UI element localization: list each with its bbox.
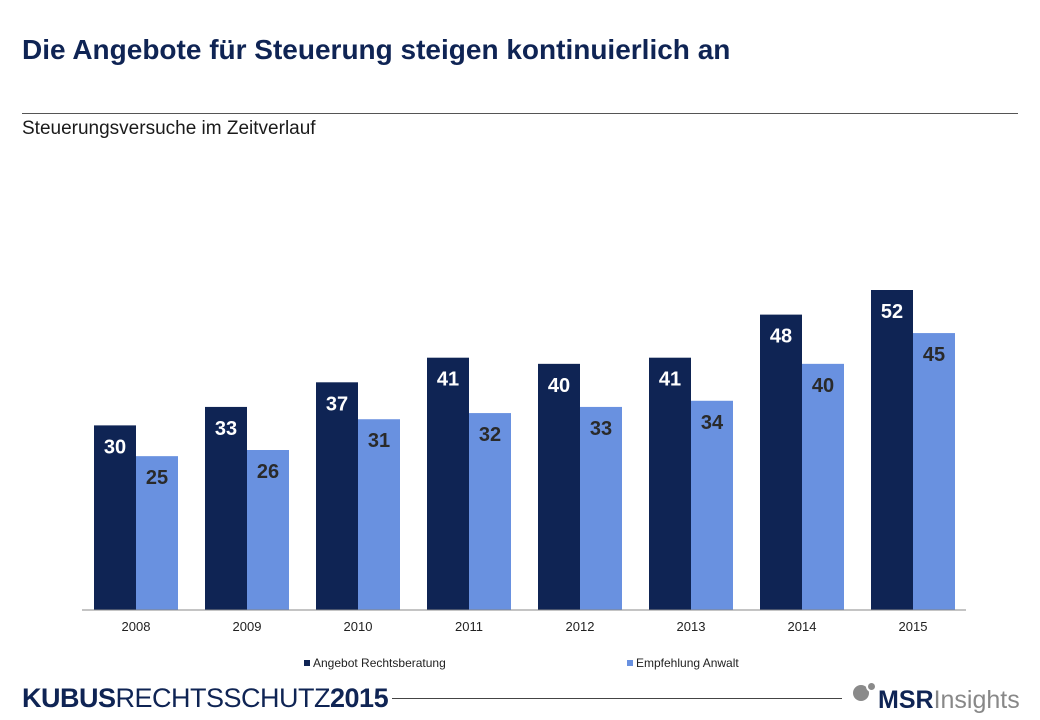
bar-angebot-2015 bbox=[871, 290, 913, 610]
bar-empfehlung-2008 bbox=[136, 456, 178, 610]
bar-empfehlung-2013 bbox=[691, 400, 733, 610]
data-label-empfehlung-2013: 34 bbox=[701, 412, 724, 434]
logo-light: Insights bbox=[933, 686, 1020, 714]
bars-group: 30 25 33 26 37 31 41 32 40 33 41 34 48 40 52 45 bbox=[94, 290, 955, 610]
data-label-empfehlung-2012: 33 bbox=[590, 418, 612, 440]
brand-bold: KUBUS bbox=[22, 683, 116, 713]
bar-angebot-2008 bbox=[94, 425, 136, 610]
msr-insights-logo: MSRInsights bbox=[878, 686, 1020, 715]
bar-angebot-2011 bbox=[427, 357, 469, 610]
logo-bold: MSR bbox=[878, 686, 934, 714]
x-tick-2012: 2012 bbox=[566, 619, 595, 634]
data-label-empfehlung-2010: 31 bbox=[368, 430, 390, 452]
data-label-empfehlung-2014: 40 bbox=[812, 375, 834, 397]
data-label-angebot-2008: 30 bbox=[104, 436, 126, 458]
data-label-empfehlung-2009: 26 bbox=[257, 461, 279, 483]
footer-divider bbox=[392, 698, 842, 699]
x-tick-2008: 2008 bbox=[122, 619, 151, 634]
bar-empfehlung-2012 bbox=[580, 406, 622, 610]
x-tick-2015: 2015 bbox=[899, 619, 928, 634]
data-label-empfehlung-2008: 25 bbox=[146, 467, 168, 489]
data-label-empfehlung-2011: 32 bbox=[479, 424, 501, 446]
x-tick-2013: 2013 bbox=[677, 619, 706, 634]
x-tick-2011: 2011 bbox=[455, 619, 483, 634]
data-label-angebot-2012: 40 bbox=[548, 375, 570, 397]
bar-empfehlung-2014 bbox=[802, 363, 844, 610]
page-title: Die Angebote für Steuerung steigen konti… bbox=[22, 34, 731, 65]
bar-angebot-2013 bbox=[649, 357, 691, 610]
data-label-angebot-2010: 37 bbox=[326, 393, 348, 415]
data-label-empfehlung-2015: 45 bbox=[923, 344, 945, 366]
x-tick-2009: 2009 bbox=[233, 619, 262, 634]
bar-angebot-2009 bbox=[205, 406, 247, 610]
x-tick-2014: 2014 bbox=[788, 619, 817, 634]
bar-empfehlung-2010 bbox=[358, 419, 400, 610]
brand-light: RECHTSSCHUTZ bbox=[115, 683, 331, 713]
kubus-brand: KUBUSRECHTSSCHUTZ2015 bbox=[22, 683, 389, 714]
bar-angebot-2010 bbox=[316, 382, 358, 610]
data-label-angebot-2014: 48 bbox=[770, 326, 792, 348]
brand-year: 2015 bbox=[330, 683, 389, 713]
msr-logo-dot-icon bbox=[866, 681, 877, 692]
data-label-angebot-2015: 52 bbox=[881, 301, 903, 323]
bar-empfehlung-2015 bbox=[913, 333, 955, 610]
legend-label-1: Angebot Rechtsberatung bbox=[313, 656, 446, 670]
x-axis-ticks: 2008 2009 2010 2011 2012 2013 2014 2015 bbox=[122, 619, 928, 634]
legend-label-2: Empfehlung Anwalt bbox=[636, 656, 739, 670]
x-tick-2010: 2010 bbox=[344, 619, 373, 634]
legend-swatch-2 bbox=[627, 660, 633, 666]
bar-empfehlung-2009 bbox=[247, 450, 289, 610]
title-divider bbox=[22, 113, 1018, 114]
legend: Angebot Rechtsberatung Empfehlung Anwalt bbox=[304, 656, 739, 670]
msr-logo-icon bbox=[853, 685, 869, 701]
data-label-angebot-2011: 41 bbox=[437, 369, 459, 391]
legend-swatch-1 bbox=[304, 660, 310, 666]
bar-empfehlung-2011 bbox=[469, 413, 511, 610]
bar-angebot-2012 bbox=[538, 363, 580, 610]
data-label-angebot-2009: 33 bbox=[215, 418, 237, 440]
data-label-angebot-2013: 41 bbox=[659, 369, 681, 391]
chart-subtitle: Steuerungsversuche im Zeitverlauf bbox=[22, 118, 316, 139]
bar-angebot-2014 bbox=[760, 314, 802, 610]
